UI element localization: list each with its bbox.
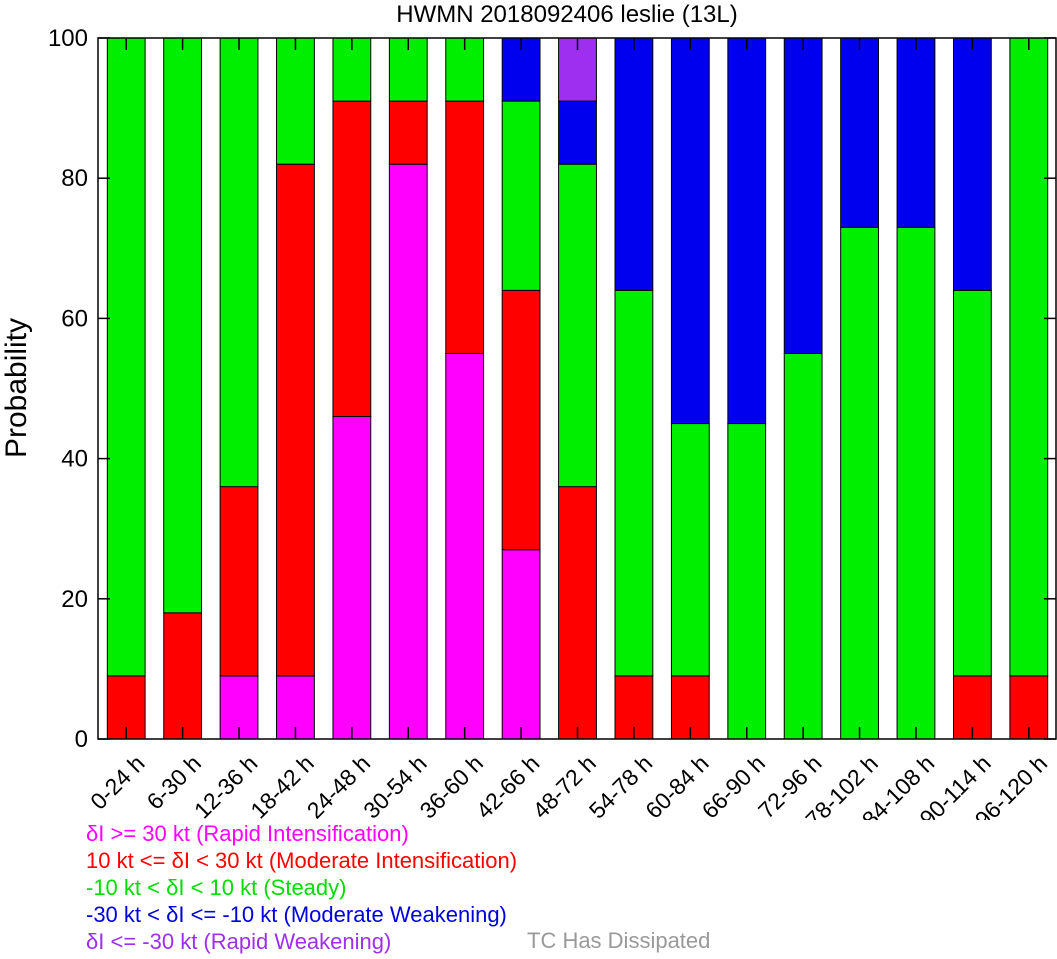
bars-group bbox=[106, 37, 1049, 740]
bar-segment-steady-11 bbox=[727, 423, 767, 740]
bar-segment-moderate-intensification-4 bbox=[332, 100, 372, 418]
y-tick-label-0: 0 bbox=[75, 726, 88, 753]
legend-item-moderate-weakening: -30 kt < δI <= -10 kt (Moderate Weakenin… bbox=[86, 902, 507, 927]
bar-segment-steady-8 bbox=[558, 163, 597, 488]
bar-segment-moderate-intensification-2 bbox=[219, 486, 259, 677]
y-axis-label: Probability bbox=[0, 318, 33, 458]
bar-segment-moderate-weakening-15 bbox=[952, 37, 992, 291]
bar-segment-moderate-weakening-12 bbox=[783, 37, 823, 354]
bar-segment-steady-5 bbox=[388, 37, 428, 102]
bar-segment-rapid-intensification-5 bbox=[388, 163, 428, 740]
bar-segment-steady-1 bbox=[163, 37, 203, 614]
bar-segment-steady-7 bbox=[501, 100, 541, 291]
bar-segment-steady-9 bbox=[614, 289, 654, 677]
y-tick-label-100: 100 bbox=[48, 25, 88, 52]
bar-segment-steady-14 bbox=[896, 226, 936, 740]
bar-segment-steady-16 bbox=[1009, 37, 1049, 677]
legend-item-moderate-intensification: 10 kt <= δI < 30 kt (Moderate Intensific… bbox=[86, 848, 518, 873]
bar-segment-moderate-intensification-7 bbox=[501, 289, 541, 551]
y-ticks-group: 0 20 40 60 80 100 bbox=[48, 25, 1056, 753]
bar-segment-moderate-intensification-3 bbox=[276, 163, 315, 677]
bar-segment-moderate-weakening-9 bbox=[614, 37, 654, 291]
legend-item-rapid-intensification: δI >= 30 kt (Rapid Intensification) bbox=[86, 821, 409, 846]
y-tick-label-80: 80 bbox=[61, 165, 88, 192]
probability-chart: HWMN 2018092406 leslie (13L) Probability… bbox=[0, 1, 1057, 820]
bar-segment-rapid-intensification-7 bbox=[501, 549, 541, 740]
bar-segment-moderate-weakening-13 bbox=[840, 37, 879, 228]
bar-segment-steady-2 bbox=[219, 37, 259, 488]
bar-segment-moderate-weakening-8 bbox=[558, 100, 597, 165]
bar-segment-steady-10 bbox=[670, 423, 710, 677]
legend-item-steady: -10 kt < δI < 10 kt (Steady) bbox=[86, 875, 347, 900]
bar-segment-steady-3 bbox=[276, 37, 315, 165]
bar-segment-moderate-weakening-11 bbox=[727, 37, 767, 425]
bar-segment-steady-0 bbox=[106, 37, 146, 677]
x-tick-label-0: 0-24 h bbox=[85, 750, 150, 815]
bar-segment-moderate-intensification-6 bbox=[445, 100, 485, 354]
bar-segment-steady-12 bbox=[783, 352, 823, 740]
bar-segment-moderate-weakening-10 bbox=[670, 37, 710, 425]
bar-segment-rapid-intensification-6 bbox=[445, 352, 485, 740]
y-tick-label-40: 40 bbox=[61, 446, 88, 473]
legend-item-rapid-weakening: δI <= -30 kt (Rapid Weakening) bbox=[86, 929, 392, 954]
y-tick-label-20: 20 bbox=[61, 586, 88, 613]
bar-segment-steady-4 bbox=[332, 37, 372, 102]
legend: δI >= 30 kt (Rapid Intensification) 10 k… bbox=[86, 820, 517, 955]
y-tick-label-60: 60 bbox=[61, 305, 88, 332]
bar-segment-moderate-intensification-8 bbox=[558, 486, 597, 740]
bar-segment-moderate-intensification-5 bbox=[388, 100, 428, 165]
bar-segment-steady-13 bbox=[840, 226, 879, 740]
bar-segment-moderate-weakening-14 bbox=[896, 37, 936, 228]
bar-segment-moderate-intensification-1 bbox=[163, 612, 203, 740]
bar-segment-rapid-intensification-4 bbox=[332, 416, 372, 740]
chart-title: HWMN 2018092406 leslie (13L) bbox=[396, 1, 738, 28]
bar-segment-steady-15 bbox=[952, 289, 992, 677]
legend-item-dissipated: TC Has Dissipated bbox=[527, 928, 711, 953]
